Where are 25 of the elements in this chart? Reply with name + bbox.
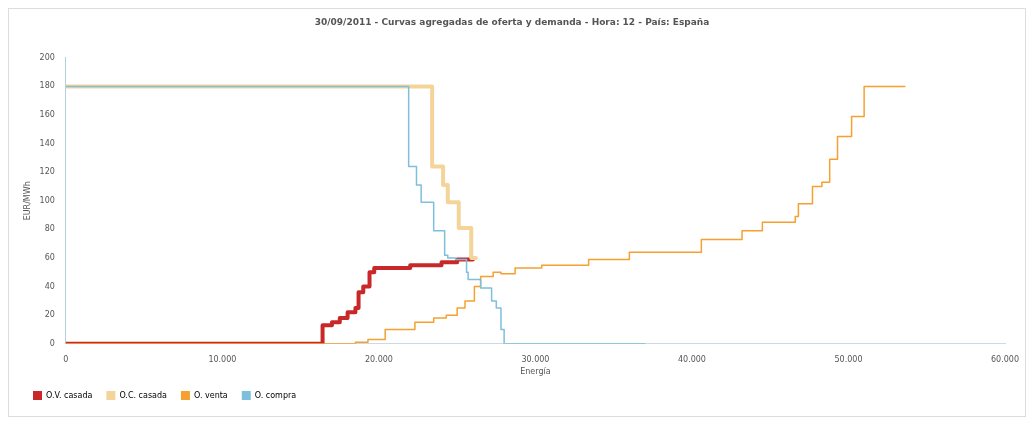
- legend-label: O. compra: [254, 390, 297, 400]
- x-tick-label: 20.000: [364, 354, 393, 364]
- y-tick-label: 180: [39, 81, 55, 91]
- y-tick-label: 0: [49, 338, 55, 348]
- y-tick-label: 60: [44, 253, 55, 263]
- legend-label: O.V. casada: [46, 390, 93, 400]
- x-tick-label: 50.000: [834, 354, 863, 364]
- x-tick-label: 30.000: [521, 354, 550, 364]
- y-tick-label: 200: [39, 52, 55, 62]
- x-tick-label: 0: [63, 354, 69, 364]
- y-tick-label: 40: [44, 281, 55, 291]
- y-tick-label: 140: [39, 138, 55, 148]
- x-axis-title: Energía: [520, 367, 551, 377]
- x-tick-label: 40.000: [677, 354, 706, 364]
- y-tick-label: 80: [44, 224, 55, 234]
- legend-label: O. venta: [193, 390, 228, 400]
- legend-label: O.C. casada: [119, 390, 168, 400]
- y-tick-label: 120: [39, 167, 55, 177]
- y-tick-label: 20: [44, 310, 55, 320]
- x-tick-label: 60.000: [991, 354, 1019, 364]
- y-tick-label: 160: [39, 110, 55, 120]
- x-tick-label: 10.000: [208, 354, 237, 364]
- y-tick-label: 100: [39, 195, 55, 205]
- y-axis-title: EUR/MWh: [22, 181, 32, 221]
- chart-title: 30/09/2011 - Curvas agregadas de oferta y demanda - Hora: 12 - País: España: [314, 16, 710, 27]
